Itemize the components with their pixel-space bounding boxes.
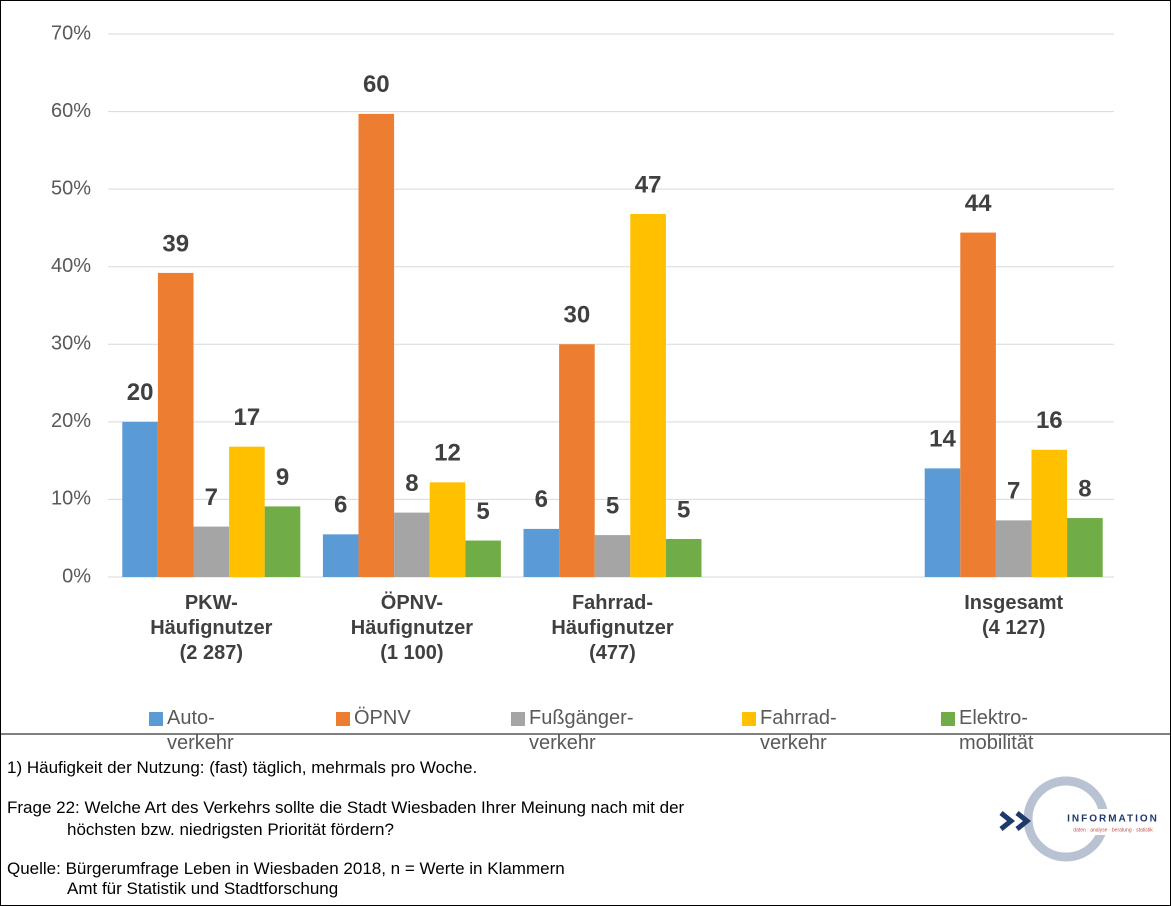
footnote: Frage 22: Welche Art des Verkehrs sollte… bbox=[7, 798, 685, 817]
value-label: 9 bbox=[276, 464, 289, 491]
x-tick-label: Fahrrad- Häufignutzer (477) bbox=[551, 592, 674, 664]
y-tick-label: 50% bbox=[51, 177, 91, 199]
value-label: 16 bbox=[1036, 407, 1063, 434]
value-label: 8 bbox=[1078, 475, 1091, 502]
bar bbox=[523, 528, 560, 577]
bar bbox=[322, 534, 359, 577]
bar bbox=[193, 526, 230, 577]
bar bbox=[1031, 449, 1068, 577]
x-tick-label: ÖPNV- Häufignutzer (1 100) bbox=[350, 592, 473, 664]
y-tick-label: 70% bbox=[51, 22, 91, 44]
bar bbox=[924, 468, 961, 577]
footnote: höchsten bzw. niedrigsten Priorität förd… bbox=[67, 820, 394, 839]
value-label: 14 bbox=[929, 426, 956, 453]
y-tick-label: 20% bbox=[51, 410, 91, 432]
legend-swatch bbox=[742, 712, 756, 726]
bar bbox=[229, 446, 265, 577]
bar bbox=[429, 482, 466, 577]
legend-label: Auto- verkehr bbox=[167, 707, 234, 754]
x-tick-label: PKW- Häufignutzer (2 287) bbox=[150, 592, 273, 664]
value-label: 44 bbox=[965, 190, 992, 217]
footnote: 1) Häufigkeit der Nutzung: (fast) täglic… bbox=[7, 758, 478, 777]
logo-title: INFORMATION bbox=[1067, 814, 1159, 825]
legend-label: Fußgänger- verkehr bbox=[529, 707, 634, 754]
bar bbox=[594, 535, 631, 577]
bar bbox=[559, 344, 595, 577]
legend-swatch bbox=[149, 712, 163, 726]
bar bbox=[665, 538, 702, 577]
legend-label: Fahrrad- verkehr bbox=[760, 707, 837, 754]
bar bbox=[630, 213, 666, 578]
legend-swatch bbox=[336, 712, 350, 726]
bar bbox=[960, 232, 996, 577]
bar bbox=[122, 421, 158, 577]
legend-swatch bbox=[511, 712, 525, 726]
legend-swatch bbox=[941, 712, 955, 726]
bar bbox=[995, 520, 1032, 577]
value-label: 17 bbox=[234, 404, 261, 431]
y-tick-label: 0% bbox=[62, 565, 91, 587]
value-label: 39 bbox=[162, 230, 189, 257]
footnote: Amt für Statistik und Stadtforschung bbox=[67, 879, 339, 898]
bar bbox=[157, 272, 194, 577]
y-tick-label: 10% bbox=[51, 488, 91, 510]
bar bbox=[465, 540, 501, 577]
value-label: 8 bbox=[405, 470, 418, 497]
value-label: 5 bbox=[606, 492, 619, 519]
logo: INFORMATION daten · analyse · beratung ·… bbox=[999, 776, 1163, 862]
bar bbox=[1067, 518, 1103, 577]
legend-label: ÖPNV bbox=[354, 707, 411, 729]
y-tick-label: 40% bbox=[51, 255, 91, 277]
value-label: 47 bbox=[635, 171, 662, 198]
value-label: 20 bbox=[127, 379, 154, 406]
value-label: 5 bbox=[677, 496, 690, 523]
value-label: 6 bbox=[535, 486, 548, 513]
logo-subtitle: daten · analyse · beratung · statistik bbox=[1073, 827, 1153, 833]
y-tick-label: 30% bbox=[51, 333, 91, 355]
bar bbox=[264, 506, 301, 577]
bar bbox=[394, 512, 430, 577]
value-label: 12 bbox=[434, 440, 461, 467]
bar bbox=[358, 113, 395, 578]
y-tick-label: 60% bbox=[51, 100, 91, 122]
x-tick-label: Insgesamt (4 127) bbox=[964, 592, 1064, 639]
footnote: Quelle: Bürgerumfrage Leben in Wiesbaden… bbox=[7, 859, 565, 878]
value-label: 30 bbox=[564, 302, 591, 329]
value-label: 7 bbox=[1007, 478, 1020, 505]
legend-label: Elektro- mobilität bbox=[959, 707, 1034, 754]
value-label: 5 bbox=[476, 498, 489, 525]
value-label: 6 bbox=[334, 492, 347, 519]
value-label: 60 bbox=[363, 71, 390, 98]
value-label: 7 bbox=[205, 484, 218, 511]
